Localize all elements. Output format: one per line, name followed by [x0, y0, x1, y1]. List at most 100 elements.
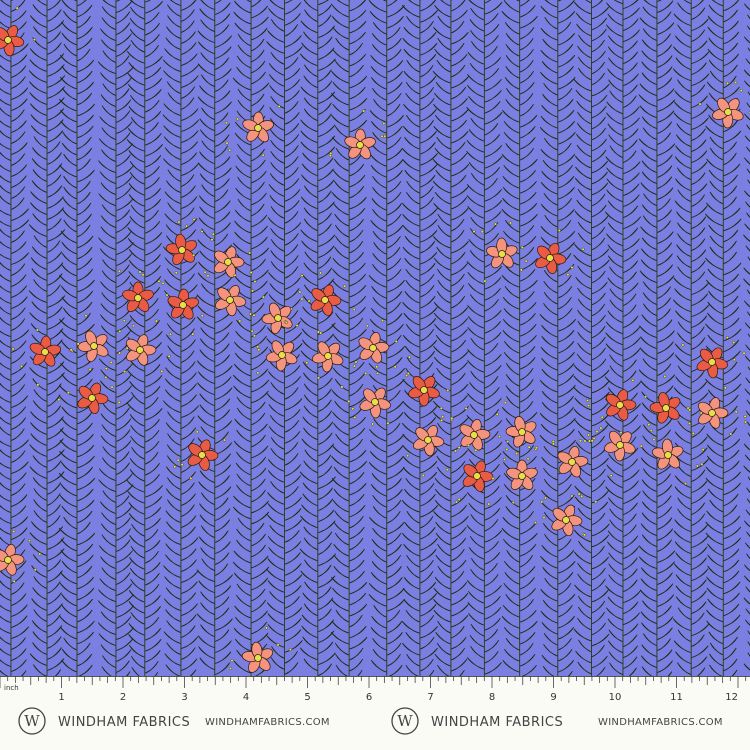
seed-dot	[284, 321, 288, 325]
seed-dot	[599, 426, 603, 430]
seed-dot	[454, 500, 458, 504]
seed-dot	[317, 376, 321, 380]
fern-leaves	[604, 0, 642, 681]
flower-center	[136, 346, 144, 354]
seed-dot	[165, 293, 169, 297]
flower	[505, 416, 537, 448]
seed-dot	[364, 371, 368, 375]
seed-dot	[318, 271, 322, 275]
flower	[344, 128, 376, 160]
seed-dot	[594, 500, 598, 504]
flower-center	[473, 472, 481, 480]
flower	[242, 111, 274, 143]
flower	[652, 438, 684, 470]
seed-dot	[200, 230, 204, 234]
flower	[459, 419, 491, 451]
seed-dot	[329, 151, 333, 155]
flower	[413, 425, 445, 457]
seed-dot	[340, 385, 344, 389]
seed-dot	[298, 290, 302, 294]
seed-dot	[520, 245, 524, 249]
seed-dot	[253, 334, 257, 338]
seed-dot	[503, 401, 507, 405]
ruler: 1 2 3 4 5 6 7 8 9 10 11 12	[0, 676, 750, 703]
flower-center	[254, 124, 262, 132]
seed-dot	[230, 659, 234, 663]
seed-dot	[110, 385, 114, 389]
seed-dot	[701, 448, 705, 452]
flower	[604, 430, 636, 462]
seed-dot	[12, 579, 16, 583]
seed-dot	[649, 428, 653, 432]
seed-dot	[224, 121, 228, 125]
seed-dot	[406, 372, 410, 376]
fern-leaves	[401, 0, 439, 683]
seed-dot	[570, 265, 574, 269]
seed-dot	[228, 148, 232, 152]
seed-dot	[732, 340, 736, 344]
seed-dot	[524, 259, 528, 263]
fern-leaves	[501, 0, 538, 678]
flower-center	[568, 458, 576, 466]
seed-dot	[353, 415, 357, 419]
seed-dot	[454, 449, 458, 453]
flower-center	[41, 348, 49, 356]
seed-dot	[445, 468, 449, 472]
flower	[557, 446, 589, 478]
seed-dot	[238, 319, 242, 323]
seed-dot	[578, 439, 582, 443]
flower	[0, 25, 25, 57]
seed-dot	[663, 374, 667, 378]
seed-dot	[587, 404, 591, 408]
flower	[165, 233, 197, 266]
seed-dot	[734, 410, 738, 414]
seed-dot	[439, 406, 443, 410]
fern-leaves	[0, 0, 30, 683]
flower-center	[616, 441, 624, 449]
seed-dot	[76, 342, 80, 346]
seed-dot	[375, 365, 379, 369]
flower-center	[498, 250, 506, 258]
seed-dot	[542, 516, 546, 520]
flower-center	[356, 141, 364, 149]
seed-dot	[502, 457, 506, 461]
brand-name: WINDHAM FABRICS	[58, 715, 190, 730]
flower-center	[90, 342, 98, 350]
flower-center	[518, 428, 526, 436]
seed-dot	[352, 364, 356, 368]
seed-dot	[652, 438, 656, 442]
seed-dot	[732, 358, 736, 362]
seed-dot	[191, 332, 195, 336]
fern-leaves	[672, 0, 710, 681]
seed-dot	[261, 153, 265, 157]
flower-center	[420, 386, 428, 394]
seed-dot	[371, 422, 375, 426]
seed-dot	[695, 464, 699, 468]
seed-dot	[118, 329, 122, 333]
seed-dot	[505, 447, 509, 451]
ruler-number: 3	[181, 692, 187, 703]
seed-dot	[519, 268, 523, 272]
flower-center	[518, 472, 526, 480]
ruler-number: 12	[725, 692, 738, 703]
seed-dot	[319, 331, 323, 335]
seed-dot	[526, 457, 530, 461]
seed-dot	[233, 273, 237, 277]
seed-dot	[180, 463, 184, 467]
seed-dot	[688, 408, 692, 412]
seed-dot	[698, 102, 702, 106]
seed-dot	[570, 494, 574, 498]
seed-dot	[141, 273, 145, 277]
brand-url: WINDHAMFABRICS.COM	[598, 717, 723, 728]
seed-dot	[35, 328, 39, 332]
flower-center	[274, 314, 282, 322]
seed-dot	[457, 445, 461, 449]
seed-dot	[351, 407, 355, 411]
ruler-number: 5	[304, 692, 310, 703]
seed-dot	[587, 433, 591, 437]
seed-dot	[253, 280, 257, 284]
seed-dot	[450, 416, 454, 420]
seed-dot	[256, 345, 260, 349]
flower	[696, 347, 729, 379]
seed-dot	[406, 454, 410, 458]
